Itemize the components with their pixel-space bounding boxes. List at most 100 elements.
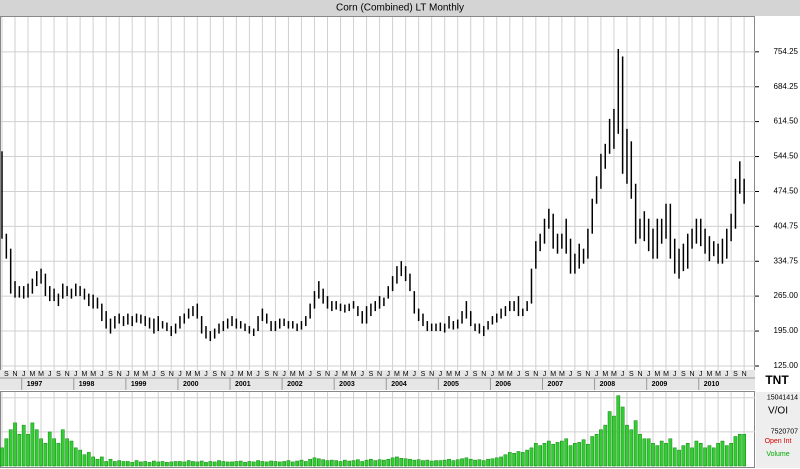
month-label: M <box>82 371 88 378</box>
month-label: J <box>595 371 599 378</box>
volume-bar <box>729 443 733 467</box>
month-label: J <box>543 371 547 378</box>
volume-bar <box>286 460 291 467</box>
volume-bar <box>447 458 451 467</box>
month-label: N <box>742 371 747 378</box>
volume-bar <box>603 424 608 467</box>
date-axis <box>0 370 755 390</box>
volume-bar <box>529 447 534 467</box>
volume-bar <box>703 447 707 467</box>
volume-bar <box>303 461 308 467</box>
volume-bar <box>516 451 521 467</box>
year-label: 2010 <box>704 381 720 388</box>
volume-bar <box>434 460 438 467</box>
volume-bar <box>416 459 421 467</box>
volume-bar <box>47 431 52 467</box>
volume-bar <box>390 457 395 467</box>
month-label: S <box>681 371 686 378</box>
volume-bar <box>221 461 226 467</box>
volume-bar <box>269 460 273 467</box>
volume-bar <box>13 422 17 467</box>
year-label: 1997 <box>27 381 43 388</box>
volume-bar <box>386 458 391 467</box>
volume-bar <box>178 461 182 467</box>
month-label: J <box>621 371 625 378</box>
volume-bar <box>642 438 647 467</box>
month-label: J <box>126 371 130 378</box>
volume-bar <box>490 458 495 467</box>
month-label: S <box>525 371 530 378</box>
volume-bar <box>360 461 365 467</box>
volume-bar <box>334 460 339 467</box>
volume-bar <box>568 445 573 467</box>
volume-bar <box>152 460 156 467</box>
month-label: M <box>29 371 35 378</box>
volume-bar <box>273 461 278 467</box>
volume-bar <box>672 447 677 467</box>
month-label: M <box>715 371 721 378</box>
y-tick-label: 265.00 <box>774 291 799 300</box>
logo-box <box>755 370 800 390</box>
volume-bar <box>494 457 499 467</box>
month-label: J <box>517 371 521 378</box>
month-label: M <box>290 371 296 378</box>
month-label: M <box>238 371 244 378</box>
volume-bar <box>377 459 382 467</box>
month-label: J <box>647 371 651 378</box>
volume-bar <box>173 461 178 467</box>
volume-bar <box>599 429 603 467</box>
month-label: M <box>194 371 200 378</box>
volume-bar <box>43 443 48 467</box>
volume-bar <box>681 445 686 467</box>
y-tick-label: 195.00 <box>774 326 799 335</box>
volume-bar <box>464 457 469 467</box>
volume-bar <box>542 443 547 467</box>
month-label: N <box>12 371 17 378</box>
volume-bar <box>573 443 577 467</box>
month-label: M <box>246 371 252 378</box>
volume-bar <box>690 447 694 467</box>
legend-label: Open Int <box>765 438 792 445</box>
volume-bar <box>95 458 100 467</box>
volume-bar <box>733 436 738 467</box>
year-label: 2009 <box>652 381 668 388</box>
volume-bar <box>659 440 664 467</box>
volume-bar <box>551 443 556 467</box>
volume-bar <box>73 447 78 467</box>
y-tick-label: 614.50 <box>774 117 799 126</box>
month-label: M <box>186 371 192 378</box>
volume-bar <box>364 459 369 467</box>
month-label: S <box>56 371 61 378</box>
month-label: S <box>316 371 321 378</box>
volume-bar <box>243 462 247 467</box>
volume-bar <box>486 458 490 467</box>
volume-bar <box>264 461 269 467</box>
month-label: J <box>22 371 26 378</box>
month-label: S <box>212 371 217 378</box>
volume-bar <box>677 449 681 467</box>
volume-bar <box>321 459 326 467</box>
volume-bar <box>108 458 113 467</box>
volume-bar <box>160 461 165 467</box>
volume-bar <box>633 420 638 467</box>
volume-bar <box>698 443 703 467</box>
month-label: S <box>369 371 374 378</box>
volume-bar <box>295 460 299 467</box>
month-label: J <box>48 371 52 378</box>
volume-panel <box>0 391 755 468</box>
month-label: J <box>725 371 729 378</box>
month-label: S <box>733 371 738 378</box>
month-label: M <box>611 371 617 378</box>
volume-bar <box>638 433 642 467</box>
month-label: N <box>377 371 382 378</box>
volume-bar <box>78 449 82 467</box>
volume-bar <box>438 460 443 467</box>
month-label: M <box>654 371 660 378</box>
volume-bar <box>403 458 408 467</box>
year-label: 1998 <box>79 381 95 388</box>
volume-bar <box>0 447 4 467</box>
month-label: J <box>256 371 260 378</box>
volume-bar <box>546 440 551 467</box>
volume-bar <box>217 460 221 467</box>
volume-bar <box>399 458 404 467</box>
